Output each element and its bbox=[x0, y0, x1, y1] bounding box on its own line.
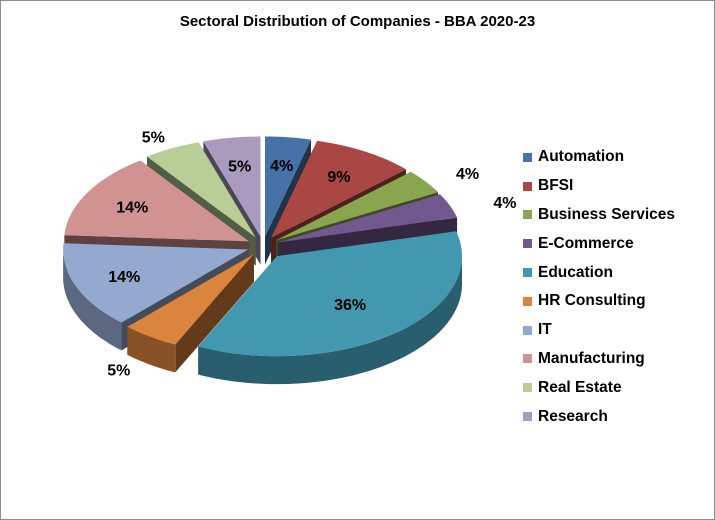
data-label: 4% bbox=[270, 158, 293, 175]
slice-top bbox=[146, 142, 256, 238]
legend-item: Education bbox=[523, 258, 675, 287]
slice-top bbox=[63, 243, 249, 323]
legend-label: BFSI bbox=[538, 177, 574, 195]
legend-swatch bbox=[523, 152, 532, 162]
legend-item: IT bbox=[523, 316, 675, 345]
slice-top bbox=[265, 136, 312, 237]
pie-slice-education bbox=[198, 231, 463, 385]
legend-swatch bbox=[523, 268, 532, 278]
slice-top bbox=[64, 160, 249, 242]
data-label: 4% bbox=[456, 166, 479, 183]
legend-swatch bbox=[523, 181, 532, 191]
legend-swatch bbox=[523, 354, 532, 364]
legend-item: Real Estate bbox=[523, 373, 675, 402]
data-label: 9% bbox=[327, 169, 350, 186]
legend-swatch bbox=[523, 383, 532, 393]
data-label: 5% bbox=[228, 158, 251, 175]
slice-outer-wall bbox=[127, 326, 176, 373]
data-label: 4% bbox=[493, 195, 516, 212]
slice-top bbox=[198, 231, 462, 357]
data-label: 36% bbox=[334, 297, 366, 314]
legend-swatch bbox=[523, 325, 532, 335]
legend-swatch bbox=[523, 239, 532, 249]
legend-item: BFSI bbox=[523, 172, 675, 201]
slice-top bbox=[271, 140, 407, 238]
legend-label: Real Estate bbox=[538, 378, 622, 396]
slice-top bbox=[275, 171, 439, 241]
legend-label: E-Commerce bbox=[538, 234, 634, 252]
legend-label: Automation bbox=[538, 148, 625, 166]
legend-label: Manufacturing bbox=[538, 349, 645, 367]
data-label: 5% bbox=[107, 362, 130, 379]
legend-item: Research bbox=[523, 402, 675, 431]
legend-label: HR Consulting bbox=[538, 292, 646, 310]
legend-label: IT bbox=[538, 321, 552, 339]
slice-outer-wall bbox=[63, 249, 122, 351]
slice-top bbox=[127, 253, 255, 345]
legend: Automation BFSI Business Services E-Commerc… bbox=[523, 143, 675, 431]
legend-item: HR Consulting bbox=[523, 287, 675, 316]
legend-label: Research bbox=[538, 407, 608, 425]
data-label: 14% bbox=[108, 269, 140, 286]
data-label: 14% bbox=[116, 200, 148, 217]
legend-label: Education bbox=[538, 263, 613, 281]
legend-item: E-Commerce bbox=[523, 229, 675, 258]
legend-item: Automation bbox=[523, 143, 675, 172]
slice-top bbox=[203, 136, 261, 237]
legend-item: Business Services bbox=[523, 201, 675, 230]
legend-swatch bbox=[523, 412, 532, 422]
slice-top bbox=[277, 194, 458, 243]
legend-label: Business Services bbox=[538, 205, 676, 223]
data-label: 5% bbox=[142, 130, 165, 147]
chart-title: Sectoral Distribution of Companies - BBA… bbox=[179, 13, 536, 30]
legend-swatch bbox=[523, 296, 532, 306]
legend-item: Manufacturing bbox=[523, 345, 675, 374]
pie-slice-hr-consulting bbox=[127, 253, 255, 373]
legend-swatch bbox=[523, 210, 532, 220]
slice-outer-wall bbox=[198, 256, 463, 385]
